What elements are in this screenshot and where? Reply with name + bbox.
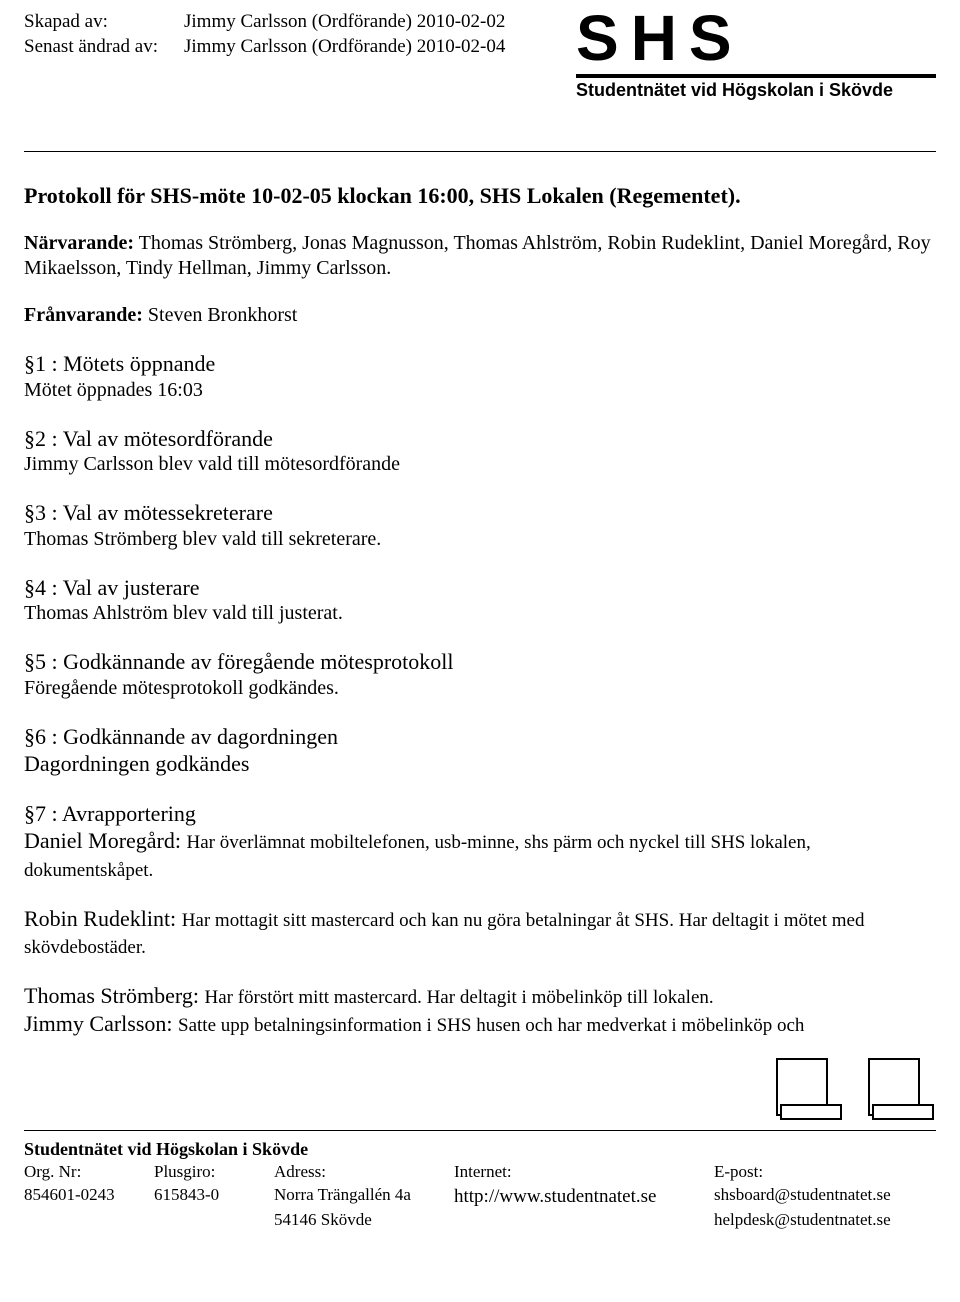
footer-v4: http://www.studentnatet.se bbox=[454, 1184, 714, 1210]
franvarande: Frånvarande: Steven Bronkhorst bbox=[24, 303, 936, 328]
footer-h4: Internet: bbox=[454, 1161, 714, 1184]
logo: SHS Studentnätet vid Högskolan i Skövde bbox=[576, 10, 936, 101]
s3-head: §3 : Val av mötessekreterare bbox=[24, 499, 936, 527]
s7-p1: Daniel Moregård: Har överlämnat mobiltel… bbox=[24, 827, 936, 883]
franvarande-label: Frånvarande: bbox=[24, 304, 143, 326]
logo-main: SHS bbox=[576, 10, 936, 68]
footer-h2: Plusgiro: bbox=[154, 1161, 274, 1184]
s1-head: §1 : Mötets öppnande bbox=[24, 350, 936, 378]
logo-sub: Studentnätet vid Högskolan i Skövde bbox=[576, 80, 936, 101]
s2-head: §2 : Val av mötesordförande bbox=[24, 425, 936, 453]
signature-box-1 bbox=[776, 1058, 828, 1116]
s5-head: §5 : Godkännande av föregående mötesprot… bbox=[24, 648, 936, 676]
footer-v5a: shsboard@studentnatet.se bbox=[714, 1184, 936, 1210]
section-3: §3 : Val av mötessekreterare Thomas Strö… bbox=[24, 499, 936, 552]
meta-created-row: Skapad av: Jimmy Carlsson (Ordförande) 2… bbox=[24, 10, 505, 35]
signature-box-2 bbox=[868, 1058, 920, 1116]
footer-blank4 bbox=[454, 1209, 714, 1232]
footer-v2: 615843-0 bbox=[154, 1184, 274, 1210]
s7-p1-name: Daniel Moregård: bbox=[24, 828, 187, 853]
s4-body: Thomas Ahlström blev vald till justerat. bbox=[24, 601, 936, 626]
footer: Studentnätet vid Högskolan i Skövde Org.… bbox=[24, 1137, 936, 1233]
s7-p2-name: Robin Rudeklint: bbox=[24, 906, 182, 931]
footer-blank1 bbox=[24, 1209, 154, 1232]
s4-head: §4 : Val av justerare bbox=[24, 574, 936, 602]
section-4: §4 : Val av justerare Thomas Ahlström bl… bbox=[24, 574, 936, 627]
footer-h5: E-post: bbox=[714, 1161, 936, 1184]
section-2: §2 : Val av mötesordförande Jimmy Carlss… bbox=[24, 425, 936, 478]
document-page: Skapad av: Jimmy Carlsson (Ordförande) 2… bbox=[0, 0, 960, 1252]
footer-divider bbox=[24, 1130, 936, 1131]
section-7: §7 : Avrapportering Daniel Moregård: Har… bbox=[24, 800, 936, 883]
narvarande: Närvarande: Thomas Strömberg, Jonas Magn… bbox=[24, 231, 936, 281]
franvarande-text: Steven Bronkhorst bbox=[143, 304, 297, 326]
s6-body: Dagordningen godkändes bbox=[24, 750, 936, 778]
header-divider bbox=[24, 151, 936, 152]
header: Skapad av: Jimmy Carlsson (Ordförande) 2… bbox=[24, 10, 936, 101]
footer-v1: 854601-0243 bbox=[24, 1184, 154, 1210]
footer-value-row-1: 854601-0243 615843-0 Norra Trängallén 4a… bbox=[24, 1184, 936, 1210]
footer-title: Studentnätet vid Högskolan i Skövde bbox=[24, 1137, 936, 1161]
s7-p4: Jimmy Carlsson: Satte upp betalningsinfo… bbox=[24, 1010, 936, 1038]
footer-blank2 bbox=[154, 1209, 274, 1232]
section-1: §1 : Mötets öppnande Mötet öppnades 16:0… bbox=[24, 350, 936, 403]
s7-p4-name: Jimmy Carlsson: bbox=[24, 1011, 178, 1036]
footer-v5b: helpdesk@studentnatet.se bbox=[714, 1209, 936, 1232]
logo-divider bbox=[576, 74, 936, 78]
narvarande-label: Närvarande: bbox=[24, 232, 134, 254]
section-5: §5 : Godkännande av föregående mötesprot… bbox=[24, 648, 936, 701]
meta-modified-value: Jimmy Carlsson (Ordförande) 2010-02-04 bbox=[184, 35, 505, 60]
meta-created-label: Skapad av: bbox=[24, 10, 184, 35]
s7-p3-text: Har förstört mitt mastercard. Har deltag… bbox=[204, 987, 713, 1008]
meta-created-value: Jimmy Carlsson (Ordförande) 2010-02-02 bbox=[184, 10, 505, 35]
meta-block: Skapad av: Jimmy Carlsson (Ordförande) 2… bbox=[24, 10, 505, 59]
footer-h1: Org. Nr: bbox=[24, 1161, 154, 1184]
meta-modified-label: Senast ändrad av: bbox=[24, 35, 184, 60]
s7-head: §7 : Avrapportering bbox=[24, 800, 936, 828]
s6-head: §6 : Godkännande av dagordningen bbox=[24, 723, 936, 751]
s7-p2: Robin Rudeklint: Har mottagit sitt maste… bbox=[24, 905, 936, 961]
s5-body: Föregående mötesprotokoll godkändes. bbox=[24, 676, 936, 701]
s3-body: Thomas Strömberg blev vald till sekreter… bbox=[24, 527, 936, 552]
s7-p4-text: Satte upp betalningsinformation i SHS hu… bbox=[178, 1015, 804, 1036]
footer-value-row-2: 54146 Skövde helpdesk@studentnatet.se bbox=[24, 1209, 936, 1232]
meta-modified-row: Senast ändrad av: Jimmy Carlsson (Ordför… bbox=[24, 35, 505, 60]
footer-v3b: 54146 Skövde bbox=[274, 1209, 454, 1232]
narvarande-text: Thomas Strömberg, Jonas Magnusson, Thoma… bbox=[24, 232, 931, 279]
footer-header-row: Org. Nr: Plusgiro: Adress: Internet: E-p… bbox=[24, 1161, 936, 1184]
s1-body: Mötet öppnades 16:03 bbox=[24, 378, 936, 403]
document-title: Protokoll för SHS-möte 10-02-05 klockan … bbox=[24, 182, 936, 210]
footer-v3a: Norra Trängallén 4a bbox=[274, 1184, 454, 1210]
footer-h3: Adress: bbox=[274, 1161, 454, 1184]
s2-body: Jimmy Carlsson blev vald till mötesordfö… bbox=[24, 452, 936, 477]
s7-p3-name: Thomas Strömberg: bbox=[24, 983, 204, 1008]
section-6: §6 : Godkännande av dagordningen Dagordn… bbox=[24, 723, 936, 778]
signature-boxes bbox=[24, 1058, 920, 1116]
content: Protokoll för SHS-möte 10-02-05 klockan … bbox=[24, 182, 936, 1038]
s7-p3: Thomas Strömberg: Har förstört mitt mast… bbox=[24, 982, 936, 1010]
